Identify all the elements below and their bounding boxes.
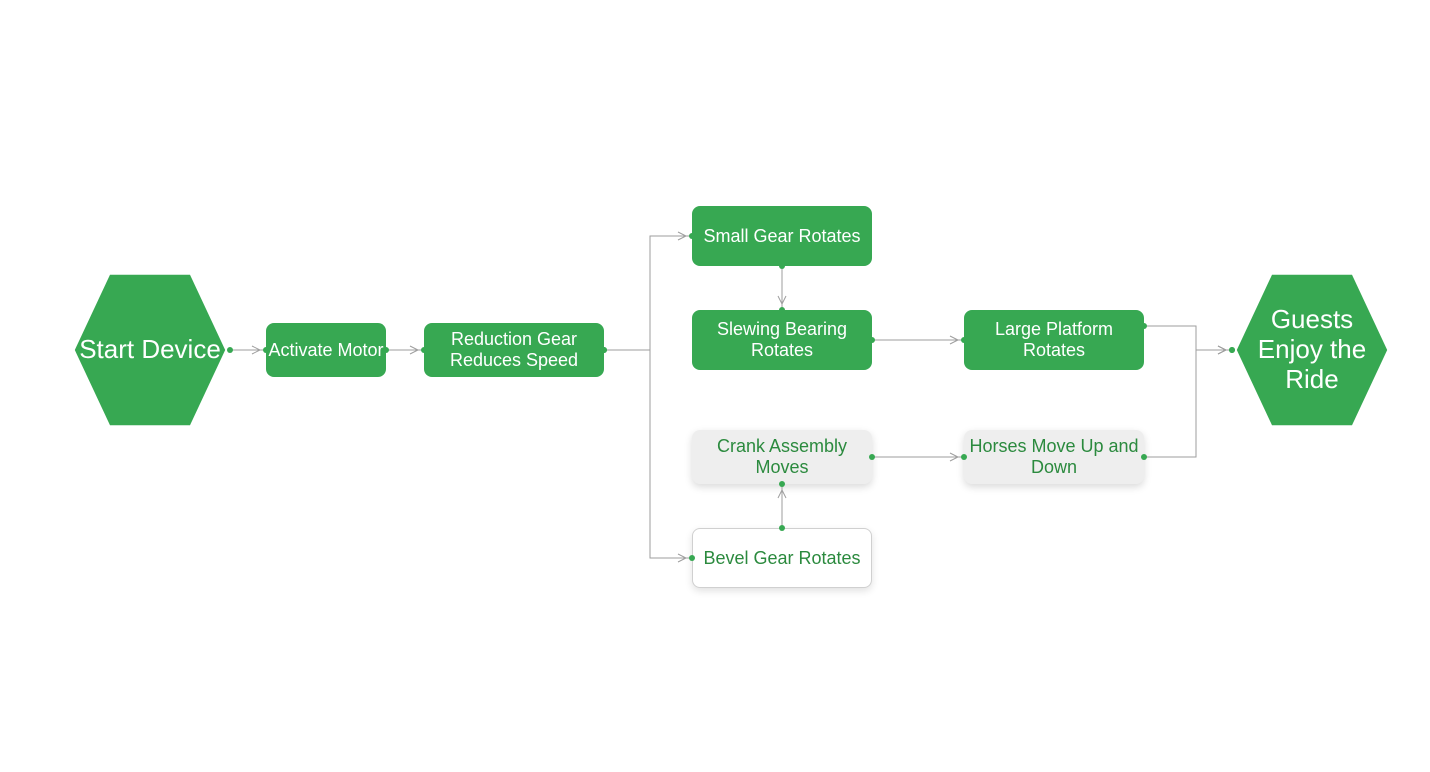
node-slewing-label: Slewing Bearing Rotates	[692, 319, 872, 360]
node-guests: Guests Enjoy the Ride	[1232, 270, 1392, 430]
node-activate: Activate Motor	[266, 323, 386, 377]
node-start: Start Device	[70, 270, 230, 430]
node-activate-label: Activate Motor	[268, 340, 383, 361]
node-large-platform-label: Large Platform Rotates	[964, 319, 1144, 360]
node-slewing: Slewing Bearing Rotates	[692, 310, 872, 370]
node-small-gear: Small Gear Rotates	[692, 206, 872, 266]
node-large-platform: Large Platform Rotates	[964, 310, 1144, 370]
node-guests-label: Guests Enjoy the Ride	[1232, 305, 1392, 395]
node-start-label: Start Device	[71, 335, 229, 365]
node-crank-label: Crank Assembly Moves	[692, 436, 872, 477]
node-horses: Horses Move Up and Down	[964, 430, 1144, 484]
node-small-gear-label: Small Gear Rotates	[703, 226, 860, 247]
node-reduction: Reduction Gear Reduces Speed	[424, 323, 604, 377]
node-horses-label: Horses Move Up and Down	[964, 436, 1144, 477]
node-bevel: Bevel Gear Rotates	[692, 528, 872, 588]
node-crank: Crank Assembly Moves	[692, 430, 872, 484]
node-bevel-label: Bevel Gear Rotates	[703, 548, 860, 569]
node-reduction-label: Reduction Gear Reduces Speed	[424, 329, 604, 370]
